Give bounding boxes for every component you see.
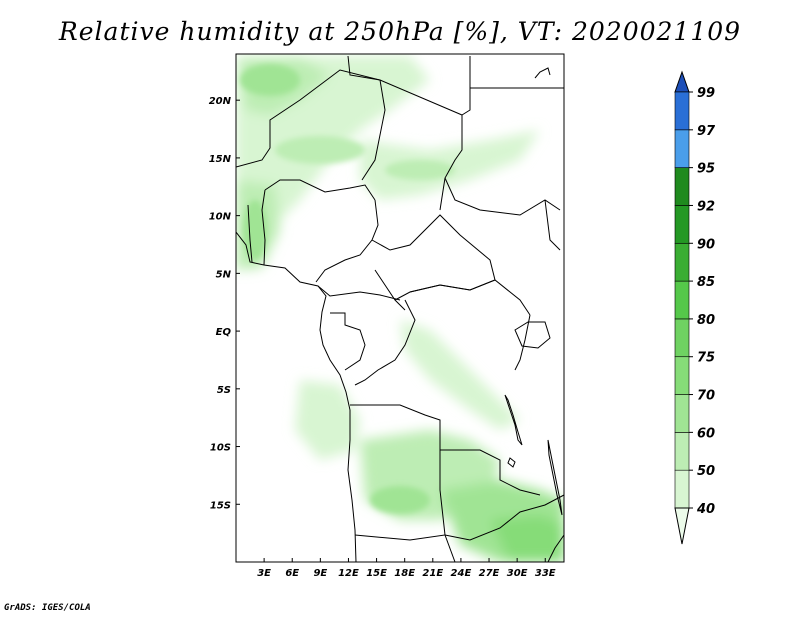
shade-chad-patch	[385, 160, 455, 180]
lake-victoria	[514, 321, 551, 349]
colorbar-label: 40	[696, 502, 715, 517]
y-tick-label: 15N	[209, 154, 232, 165]
colorbar-segment	[674, 205, 690, 244]
border-mali-niger	[236, 69, 386, 181]
shading-layer	[236, 56, 564, 562]
colorbar-bottom-arrow	[674, 507, 690, 545]
colorbar-segment	[674, 318, 690, 358]
colorbar-label: 99	[697, 86, 715, 101]
colorbar-label: 70	[697, 389, 715, 404]
x-tick-label: 3E	[257, 568, 271, 579]
coastlines-borders	[236, 55, 564, 562]
x-axis: 3E 6E 9E 12E 15E 18E 21E 24E 27E 30E 33E	[257, 558, 556, 579]
colorbar-label: 95	[697, 162, 715, 177]
x-tick-label: 18E	[394, 568, 415, 579]
border-angola-north	[350, 404, 441, 450]
y-tick-label: 5N	[216, 269, 232, 280]
border-sudan-south-sudan	[444, 177, 561, 216]
lake-mweru	[507, 457, 516, 468]
colorbar-segment	[674, 394, 690, 433]
border-cameroon-gabon	[317, 285, 401, 301]
y-tick-label: 10N	[209, 212, 232, 223]
border-south-sudan-ethiopia	[544, 199, 561, 251]
colorbar-label: 85	[697, 275, 715, 290]
x-tick-label: 27E	[479, 568, 500, 579]
shade-mozambique-core	[490, 515, 564, 562]
border-drc-north	[409, 279, 531, 316]
x-tick-label: 15E	[366, 568, 387, 579]
border-ghana	[247, 204, 253, 263]
y-tick-label: EQ	[216, 327, 232, 338]
coastline-east-africa	[547, 534, 564, 562]
colorbar-segment	[674, 129, 690, 168]
colorbar-segment	[674, 91, 690, 131]
colorbar-top-arrow	[674, 70, 690, 93]
y-tick-label: 10S	[210, 443, 231, 454]
border-namibia-botswana	[444, 534, 456, 562]
colorbar-label: 50	[697, 464, 715, 479]
colorbar-segment	[674, 356, 690, 395]
colorbar-segment	[674, 469, 690, 509]
colorbar-segment	[674, 167, 690, 206]
coastline-west-africa	[236, 231, 357, 562]
colorbar-label: 92	[697, 199, 715, 214]
y-tick-label: 5S	[217, 385, 231, 396]
shade-sahel-patch	[275, 136, 365, 164]
x-tick-label: 33E	[535, 568, 556, 579]
plot-frame	[235, 53, 565, 563]
border-zambia-drc	[440, 449, 541, 496]
lake-malawi	[547, 439, 563, 516]
border-congo-drc	[354, 299, 416, 386]
lake-tanganyika	[504, 394, 523, 446]
border-car-south	[374, 269, 406, 311]
grads-credit: GrADS: IGES/COLA	[4, 603, 91, 613]
y-tick-label: 20N	[209, 96, 232, 107]
nile-coast	[534, 67, 551, 79]
x-tick-label: 12E	[338, 568, 359, 579]
colorbar-segment	[674, 432, 690, 471]
y-axis: 20N 15N 10N 5N EQ 5S 10S 15S	[209, 96, 240, 511]
colorbar-label: 80	[697, 313, 715, 328]
shade-north-patch	[240, 64, 300, 96]
colorbar-label: 75	[697, 351, 715, 366]
colorbar-segment	[674, 242, 690, 282]
border-libya-chad	[347, 55, 463, 211]
border-nigeria-north	[264, 179, 376, 201]
border-nigeria-east	[315, 199, 379, 283]
x-tick-label: 24E	[451, 568, 472, 579]
border-egypt	[461, 56, 471, 116]
colorbar-label: 97	[697, 124, 716, 139]
colorbar-segment	[674, 280, 690, 320]
x-tick-label: 9E	[313, 568, 327, 579]
colorbar-label: 60	[697, 426, 715, 441]
colorbar-label: 90	[697, 237, 715, 252]
shade-angola-patch	[370, 486, 430, 514]
shade-guinea-patch	[243, 200, 267, 260]
border-benin-togo	[261, 189, 266, 266]
x-tick-label: 21E	[422, 568, 443, 579]
colorbar: 40 50 60 70 75 80 85 90 92 95 97 99	[674, 70, 716, 545]
border-zambia-south	[444, 494, 564, 541]
border-uganda-kenya	[514, 314, 531, 371]
border-gabon	[330, 312, 366, 371]
chart-title: Relative humidity at 250hPa [%], VT: 202…	[58, 17, 742, 46]
shade-congo-interior-streak	[400, 320, 520, 430]
shade-angola-coast	[295, 380, 360, 460]
y-tick-label: 15S	[210, 500, 231, 511]
x-tick-label: 30E	[507, 568, 528, 579]
x-tick-label: 6E	[285, 568, 299, 579]
